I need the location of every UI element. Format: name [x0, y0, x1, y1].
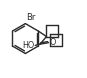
- Text: Br: Br: [26, 13, 36, 22]
- Text: HO: HO: [22, 41, 35, 50]
- Text: O: O: [50, 38, 56, 47]
